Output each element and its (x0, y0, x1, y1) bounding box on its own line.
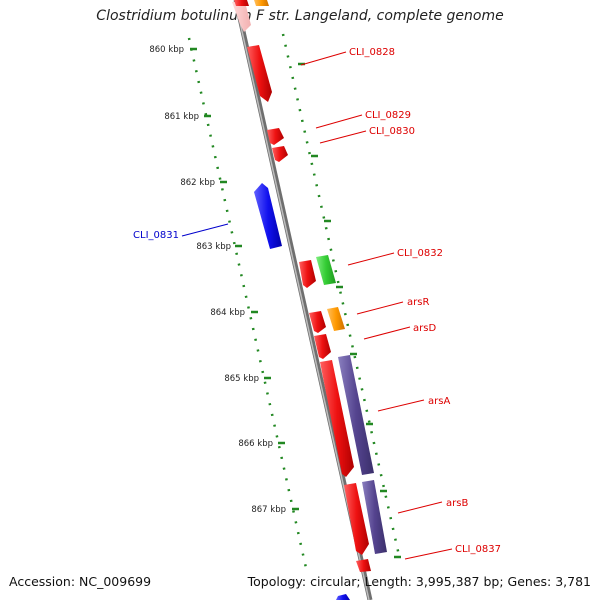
tick-label-867: 867 kbp (251, 505, 286, 515)
tick-label-864: 864 kbp (210, 308, 245, 318)
feature-box-orange[interactable] (327, 307, 345, 331)
leader-line-cli-0829 (315, 114, 363, 129)
genome-backbone-highlight (234, 0, 370, 600)
gene-arrow-cli-0837[interactable] (356, 559, 371, 572)
gene-arrow-top-partial-pink[interactable] (232, 2, 251, 32)
gene-labels: CLI_0828 CLI_0829 CLI_0830 CLI_0831 CLI_… (133, 47, 501, 555)
gene-label-cli-0837[interactable]: CLI_0837 (455, 544, 501, 555)
leader-line-arsa (377, 399, 425, 412)
gene-arrow-cli-0829[interactable] (267, 128, 284, 145)
scale-ticks (190, 47, 299, 511)
tick-label-865: 865 kbp (224, 374, 259, 384)
leader-line-arsb (397, 501, 443, 514)
scale-tick-labels: 860 kbp 861 kbp 862 kbp 863 kbp 864 kbp … (149, 45, 286, 515)
outer-major-ticks (298, 62, 401, 559)
gene-arrow-arsb[interactable] (344, 483, 369, 555)
gene-label-arsa[interactable]: arsA (428, 396, 450, 407)
tick-label-861: 861 kbp (164, 112, 199, 122)
tick-label-862: 862 kbp (180, 178, 215, 188)
gene-label-cli-0829[interactable]: CLI_0829 (365, 110, 411, 121)
feature-box-green[interactable] (316, 255, 336, 285)
gene-arrow-bottom-partial-blue[interactable] (336, 594, 350, 600)
gene-label-cli-0831[interactable]: CLI_0831 (133, 230, 179, 241)
gene-arrow-cli-0831[interactable] (254, 183, 282, 249)
accession-label: Accession: NC_009699 (9, 574, 152, 589)
gene-label-cli-0828[interactable]: CLI_0828 (349, 47, 395, 58)
genome-summary-label: Topology: circular; Length: 3,995,387 bp… (247, 574, 591, 589)
feature-box-purple-2[interactable] (362, 480, 387, 554)
leader-line-cli-0831 (181, 223, 229, 237)
gene-label-arsd[interactable]: arsD (413, 323, 436, 334)
gene-arrow-arsd[interactable] (314, 334, 331, 359)
outer-guide-line (281, 33, 402, 561)
gene-arrow-cli-0828[interactable] (247, 45, 272, 102)
gene-label-arsb[interactable]: arsB (446, 498, 468, 509)
tick-label-866: 866 kbp (238, 439, 273, 449)
leader-line-cli-0832 (347, 252, 395, 266)
gene-arrow-cli-0832[interactable] (299, 260, 316, 288)
leader-line-cli-0830 (319, 130, 367, 144)
feature-box-purple-1[interactable] (338, 355, 374, 475)
leader-line-arsd (363, 326, 411, 340)
gene-arrow-top-partial-red[interactable] (234, 0, 249, 6)
gene-label-arsr[interactable]: arsR (407, 297, 429, 308)
leader-lines (181, 51, 453, 560)
gene-arrow-arsa[interactable] (320, 360, 354, 477)
leader-line-cli-0828 (300, 51, 347, 66)
leader-line-arsr (356, 301, 404, 315)
map-title: Clostridium botulinum F str. Langeland, … (96, 8, 504, 24)
gene-arrow-cli-0830[interactable] (272, 146, 288, 162)
leader-line-cli-0837 (404, 548, 453, 560)
gene-arrow-arsr[interactable] (309, 311, 326, 333)
feature-top-partial-orange[interactable] (254, 0, 269, 6)
tick-label-860: 860 kbp (149, 45, 184, 55)
tick-label-863: 863 kbp (196, 242, 231, 252)
gene-label-cli-0832[interactable]: CLI_0832 (397, 248, 443, 259)
gene-label-cli-0830[interactable]: CLI_0830 (369, 126, 415, 137)
inner-guide-line (187, 37, 308, 569)
